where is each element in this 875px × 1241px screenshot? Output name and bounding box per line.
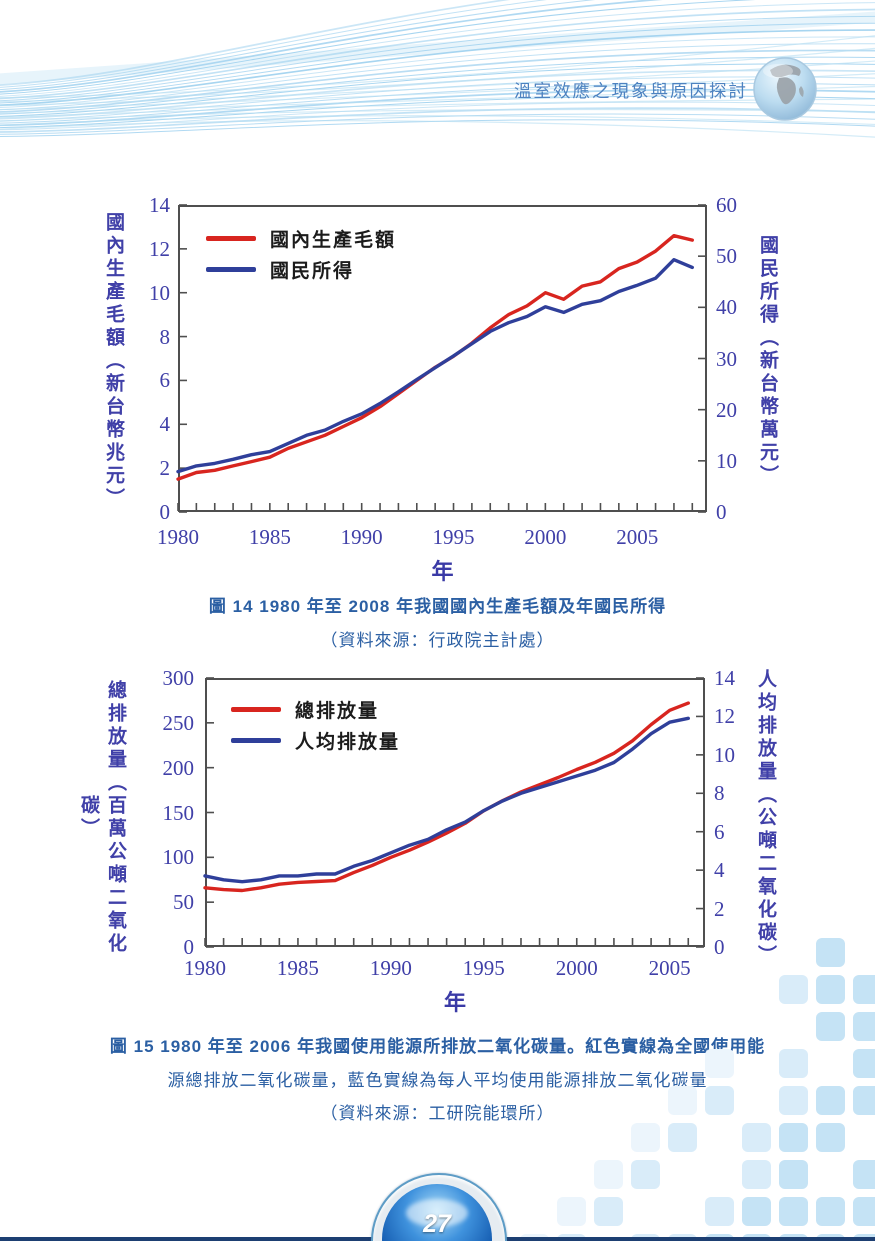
chart-2-left-axis-tick-label: 50 [173, 890, 194, 915]
chart-1-x-axis-title: 年 [431, 559, 454, 585]
chart-2-x-axis-tick-label: 1985 [276, 956, 319, 980]
chart-2-series-1-line [203, 701, 690, 893]
chart-2-plot [203, 677, 705, 948]
chart-2-left-axis-tick-label: 200 [162, 755, 195, 780]
chart-2-x-axis-tick-label: 1995 [462, 956, 505, 980]
chart-1-left-axis-tick-label: 6 [159, 368, 171, 393]
chart-1-left-axis-tick-label: 12 [149, 236, 170, 261]
chart-1-left-axis-tick-label: 4 [159, 412, 171, 437]
chart-2-right-axis-tick-label: 2 [714, 896, 725, 921]
legend-line-swatch [206, 236, 256, 241]
chart-1-left-axis-tick-label: 14 [149, 193, 170, 217]
chart-1-right-axis-tick-label: 0 [716, 500, 727, 524]
chart-1-x-axis-tick-label: 2000 [524, 525, 567, 549]
chart-1-x-axis-tick-label: 1990 [340, 525, 383, 549]
chart-1-left-axis-title: 國內生產毛額（新台幣兆元） [103, 211, 125, 511]
chart-2-right-axis-tick-label: 6 [714, 819, 725, 844]
chart-2-left-axis-tick-label: 100 [162, 845, 195, 870]
legend-label: 國民所得 [270, 260, 355, 282]
figure-15-caption-line-1: 圖 15 1980 年至 2006 年我國使用能源所排放二氧化碳量。紅色實線為全… [109, 1037, 766, 1056]
chart-1-x-axis-tick-label: 1995 [432, 525, 475, 549]
chart-1-series-2-line [176, 258, 694, 474]
page-number-badge: 27 [371, 1173, 507, 1241]
figure-14-caption-line-2: （資料來源：行政院主計處） [320, 631, 555, 650]
page-title: 溫室效應之現象與原因探討 [514, 81, 748, 101]
chart-1-right-axis-tick-label: 50 [716, 244, 737, 269]
chart-2-legend: 總排放量 人均排放量 [231, 694, 400, 756]
chart-2-legend-item-2: 人均排放量 [231, 725, 400, 756]
chart-1-right-axis-tick-label: 10 [716, 448, 737, 473]
chart-1-left-axis-tick-label: 10 [149, 280, 170, 305]
chart-2-right-axis-tick-label: 0 [714, 935, 725, 959]
chart-2-x-axis-tick-label: 1990 [369, 956, 412, 980]
legend-label: 國內生產毛額 [270, 229, 397, 251]
badge-gloss-highlight [406, 1199, 468, 1227]
banner-wave-decoration [0, 0, 875, 138]
chart-1-left-axis-tick-label: 0 [159, 500, 171, 524]
chart-2-x-axis-tick-label: 2005 [648, 956, 691, 980]
chart-2-right-axis-tick-label: 14 [714, 666, 735, 690]
chart-1-right-axis-tick-label: 40 [716, 295, 737, 320]
chart-1-legend-item-2: 國民所得 [206, 254, 396, 285]
chart-2-x-axis-tick-label: 1980 [184, 956, 226, 980]
chart-2-right-axis-tick-label: 4 [714, 858, 725, 883]
chart-1-right-axis-tick-label: 30 [716, 346, 737, 371]
chart-1-legend: 國內生產毛額 國民所得 [206, 223, 396, 285]
legend-label: 人均排放量 [295, 731, 401, 753]
chart-2-left-axis-title: 總排放量（百萬公噸二氧化碳） [78, 680, 127, 956]
chart-1-legend-item-1: 國內生產毛額 [206, 223, 396, 254]
chart-2-left-axis-tick-label: 150 [162, 800, 195, 825]
legend-line-swatch [206, 267, 256, 272]
chart-2-left-axis-tick-label: 300 [162, 666, 195, 690]
chart-1-plot [176, 204, 707, 513]
legend-label: 總排放量 [295, 700, 380, 722]
chart-2-x-axis-title: 年 [443, 990, 466, 1016]
globe-icon [753, 57, 817, 121]
figure-15-caption-line-3: （資料來源：工研院能環所） [320, 1104, 555, 1123]
chart-1-left-axis-tick-label: 2 [159, 456, 171, 481]
chart-2-series-2-line [203, 716, 690, 884]
page-number: 27 [423, 1210, 451, 1238]
chart-1-right-axis-title: 國民所得（新台幣萬元） [757, 234, 779, 488]
chart-1-left-axis-tick-label: 8 [159, 324, 171, 349]
legend-line-swatch [231, 707, 281, 712]
chart-1-right-axis-tick-label: 20 [716, 397, 737, 422]
chart-1-right-axis-tick-label: 60 [716, 193, 737, 217]
chart-1-x-axis-tick-label: 1980 [157, 525, 199, 549]
chart-1-x-axis-tick-label: 1985 [248, 525, 291, 549]
chart-2-right-axis-tick-label: 8 [714, 781, 725, 806]
figure-15-caption-line-2: 源總排放二氧化碳量，藍色實線為每人平均使用能源排放二氧化碳量 [167, 1071, 708, 1090]
chart-2-right-axis-tick-label: 12 [714, 704, 735, 729]
badge-sphere: 27 [382, 1184, 492, 1241]
chart-2-left-axis-tick-label: 0 [183, 935, 195, 959]
chart-2-legend-item-1: 總排放量 [231, 694, 400, 725]
legend-line-swatch [231, 738, 281, 743]
chart-2-left-axis-tick-label: 250 [162, 710, 195, 735]
chart-2-right-axis-tick-label: 10 [714, 742, 735, 767]
chart-1-x-axis-tick-label: 2005 [616, 525, 659, 549]
chart-2-x-axis-tick-label: 2000 [555, 956, 598, 980]
chart-2-right-axis-title: 人均排放量（公噸二氧化碳） [755, 668, 777, 968]
figure-14-caption-line-1: 圖 14 1980 年至 2008 年我國國內生產毛額及年國民所得 [208, 597, 667, 616]
